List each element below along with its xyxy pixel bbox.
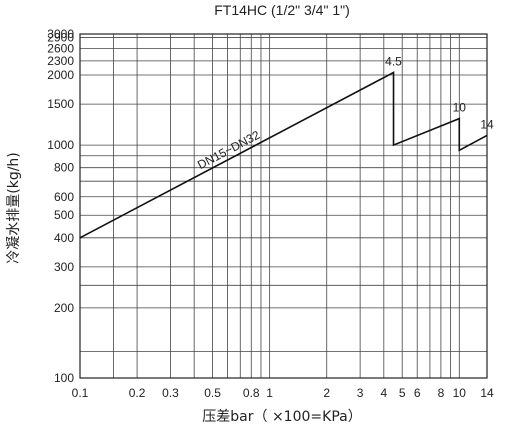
point-label-1: 10 <box>453 101 467 115</box>
chart-title: FT14HC (1/2" 3/4" 1") <box>214 2 350 18</box>
plot-frame <box>79 33 488 379</box>
x-tick-label-6: 2 <box>323 386 330 400</box>
y-tick-label-5: 600 <box>54 190 74 204</box>
y-tick-label-2: 300 <box>54 260 74 274</box>
y-axis-ticks: 100 200 300 400 500 600 800 1000 1500 20002300260… <box>47 27 74 385</box>
series-label-0: DN15~DN32 <box>195 128 262 172</box>
x-tick-label-5: 1 <box>266 386 273 400</box>
y-tick-label-6: 800 <box>54 161 74 175</box>
y-tick-label-7: 1000 <box>47 138 74 152</box>
x-tick-label-13: 14 <box>480 386 494 400</box>
x-tick-label-8: 4 <box>380 386 387 400</box>
point-label-0: 4.5 <box>385 55 402 69</box>
y-tick-label-13: 3000 <box>47 27 74 41</box>
y-tick-label-0: 100 <box>54 371 74 385</box>
x-tick-label-9: 5 <box>399 386 406 400</box>
y-tick-label-12: 2900 <box>47 30 74 44</box>
y-tick-label-8: 1500 <box>47 97 74 111</box>
y-tick-label-4: 500 <box>54 208 74 222</box>
point-label-2: 14 <box>480 117 494 131</box>
x-tick-label-10: 6 <box>414 386 421 400</box>
y-tick-label-3: 400 <box>54 231 74 245</box>
y-tick-label-11: 2600 <box>47 41 74 55</box>
series-line-0 <box>79 71 488 239</box>
annotation-layer: 4.5 10 14 <box>385 55 494 132</box>
x-tick-label-0: 0.1 <box>72 386 89 400</box>
y-tick-label-1: 200 <box>54 301 74 315</box>
x-tick-label-1: 0.2 <box>129 386 146 400</box>
y-tick-label-10: 2300 <box>47 54 74 68</box>
x-axis-label: 压差bar（ ×100=KPa） <box>202 409 361 425</box>
y-axis-label: 冷凝水排量(kg/h) <box>6 152 22 264</box>
x-tick-label-2: 0.3 <box>162 386 179 400</box>
x-axis-ticks: 0.1 0.2 0.3 0.5 0.8 1 2 3 4 5 6 8 10 14 <box>72 386 494 400</box>
y-tick-label-9: 2000 <box>47 68 74 82</box>
x-tick-label-11: 8 <box>438 386 445 400</box>
x-tick-label-7: 3 <box>357 386 364 400</box>
x-tick-label-4: 0.8 <box>243 386 260 400</box>
series-layer: DN15~DN32 <box>79 71 488 239</box>
x-tick-label-12: 10 <box>453 386 467 400</box>
x-tick-label-3: 0.5 <box>204 386 221 400</box>
